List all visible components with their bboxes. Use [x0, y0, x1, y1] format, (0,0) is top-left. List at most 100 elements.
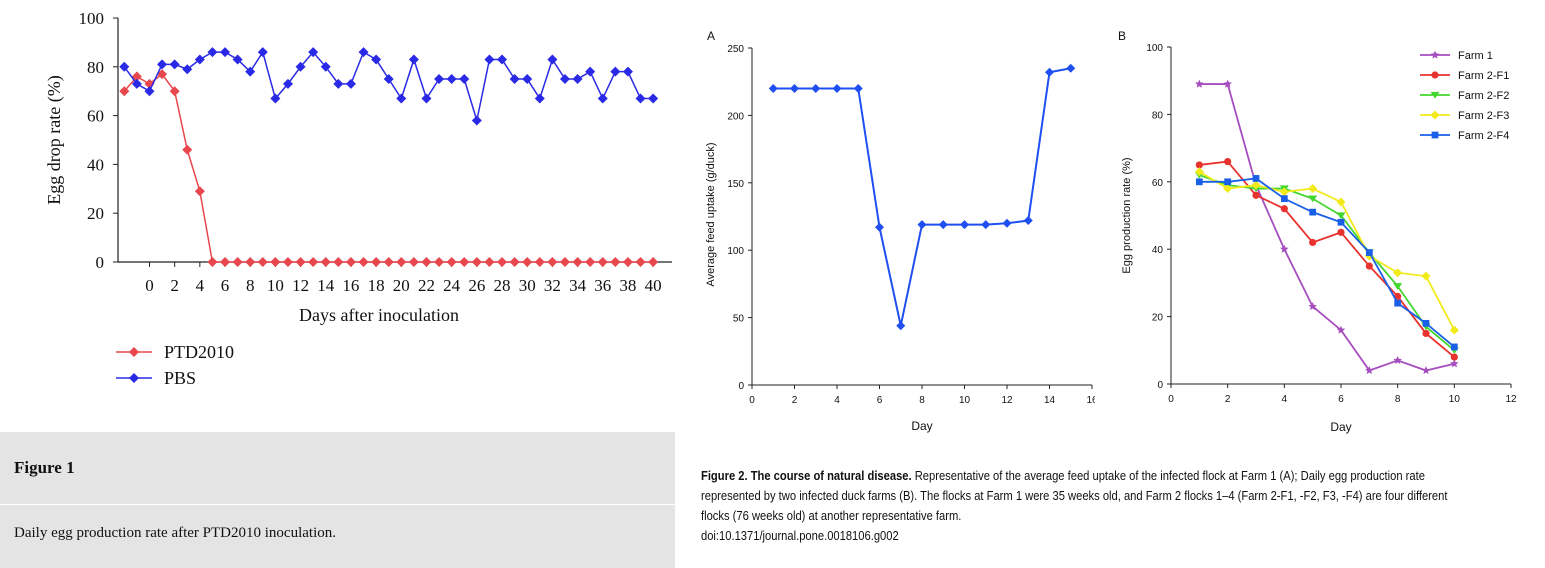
series-line-0	[1199, 83, 1455, 372]
y-tick-label: 40	[1152, 245, 1164, 256]
data-point	[157, 69, 168, 80]
x-tick-label: 6	[1338, 394, 1344, 405]
y-tick-label: 100	[1146, 43, 1163, 54]
data-point	[1422, 319, 1430, 327]
data-point	[308, 47, 319, 58]
figure-2b-chart: B 0 20 40 60 80 100 0 2 4 6 8 10 12 Day Egg production …	[1118, 29, 1517, 434]
legend-label: PBS	[164, 368, 196, 388]
data-point	[182, 144, 193, 155]
data-point	[597, 257, 608, 267]
figure-2-caption-doi: doi:10.1371/journal.pone.0018106.g002	[701, 528, 899, 543]
data-point	[1280, 244, 1289, 253]
data-point	[1279, 187, 1289, 197]
x-tick-label: 16	[1086, 395, 1095, 406]
data-point	[282, 257, 293, 267]
data-point	[371, 54, 382, 65]
data-point	[547, 54, 558, 65]
data-point	[497, 257, 508, 267]
data-point	[853, 83, 863, 93]
data-point	[522, 257, 533, 267]
y-tick-label: 80	[1152, 110, 1164, 121]
data-point	[169, 86, 180, 97]
data-point	[1336, 325, 1346, 334]
data-point	[345, 78, 356, 89]
data-point	[1449, 325, 1459, 335]
data-point	[509, 74, 520, 84]
data-point	[559, 257, 570, 267]
x-tick-label: 10	[267, 276, 284, 295]
series-line-0	[123, 73, 654, 263]
data-point	[572, 74, 583, 84]
data-point	[648, 257, 659, 267]
data-point	[559, 74, 570, 84]
y-tick-label: 40	[87, 155, 104, 174]
x-axis-label: Day	[911, 419, 932, 433]
data-point	[1309, 238, 1317, 247]
y-tick-label: 0	[96, 253, 105, 272]
figure-2-caption: Figure 2. The course of natural disease.…	[701, 466, 1447, 546]
y-tick-label: 60	[1152, 178, 1164, 189]
x-tick-label: 0	[749, 395, 755, 406]
data-point	[1194, 167, 1204, 177]
x-axis-label: Days after inoculation	[299, 305, 459, 325]
data-point	[1337, 218, 1345, 226]
data-point	[1280, 195, 1288, 203]
data-point	[896, 321, 906, 331]
data-point	[1251, 180, 1261, 190]
data-point	[220, 47, 231, 58]
legend-label: Farm 2-F2	[1458, 90, 1509, 102]
legend-marker	[1431, 131, 1439, 139]
data-point	[635, 93, 646, 104]
data-point	[1195, 161, 1203, 169]
data-point	[207, 257, 218, 267]
data-point	[1023, 216, 1033, 226]
data-point	[768, 83, 778, 93]
data-point	[960, 220, 969, 230]
x-tick-label: 20	[393, 276, 410, 295]
series-line-1	[123, 50, 654, 121]
x-tick-label: 0	[1168, 394, 1174, 405]
series-line-2	[1199, 174, 1455, 351]
series-line-1	[1199, 160, 1455, 358]
data-point	[282, 78, 293, 89]
data-point	[917, 220, 927, 230]
data-point	[1280, 205, 1288, 213]
data-point	[648, 93, 659, 104]
legend-marker	[1430, 50, 1440, 59]
series-line-4	[1199, 177, 1455, 348]
data-point	[383, 257, 394, 267]
data-point	[295, 61, 306, 72]
data-point	[131, 71, 142, 82]
data-point	[572, 257, 583, 267]
data-point	[232, 257, 243, 267]
y-tick-label: 200	[727, 111, 744, 122]
y-tick-label: 0	[1157, 380, 1163, 391]
data-point	[1365, 262, 1373, 270]
data-point	[610, 66, 621, 77]
figure-2-panel: A 0 50 100 150 200 250 0 2 4 6 8 10 12 14 16 Day Average …	[675, 0, 1545, 568]
data-point	[1450, 343, 1458, 351]
data-point	[597, 93, 608, 104]
x-tick-label: 34	[569, 276, 587, 295]
y-tick-label: 20	[1152, 313, 1164, 324]
data-point	[471, 257, 482, 267]
legend-label: Farm 2-F1	[1458, 70, 1509, 82]
x-tick-label: 30	[519, 276, 536, 295]
data-point	[1336, 212, 1346, 220]
data-point	[131, 78, 142, 89]
x-tick-label: 8	[246, 276, 255, 295]
x-tick-label: 26	[468, 276, 485, 295]
figure-1-caption-title-bar: Figure 1	[0, 432, 675, 504]
data-point	[1394, 299, 1402, 307]
data-point	[333, 257, 344, 267]
figure-1-caption-title: Figure 1	[14, 458, 75, 477]
data-point	[622, 257, 633, 267]
data-point	[446, 257, 457, 267]
data-point	[182, 64, 193, 75]
data-point	[257, 257, 268, 267]
x-axis-label: Day	[1330, 420, 1351, 434]
x-tick-label: 2	[170, 276, 179, 295]
data-point	[1224, 157, 1232, 166]
data-point	[1393, 268, 1403, 278]
